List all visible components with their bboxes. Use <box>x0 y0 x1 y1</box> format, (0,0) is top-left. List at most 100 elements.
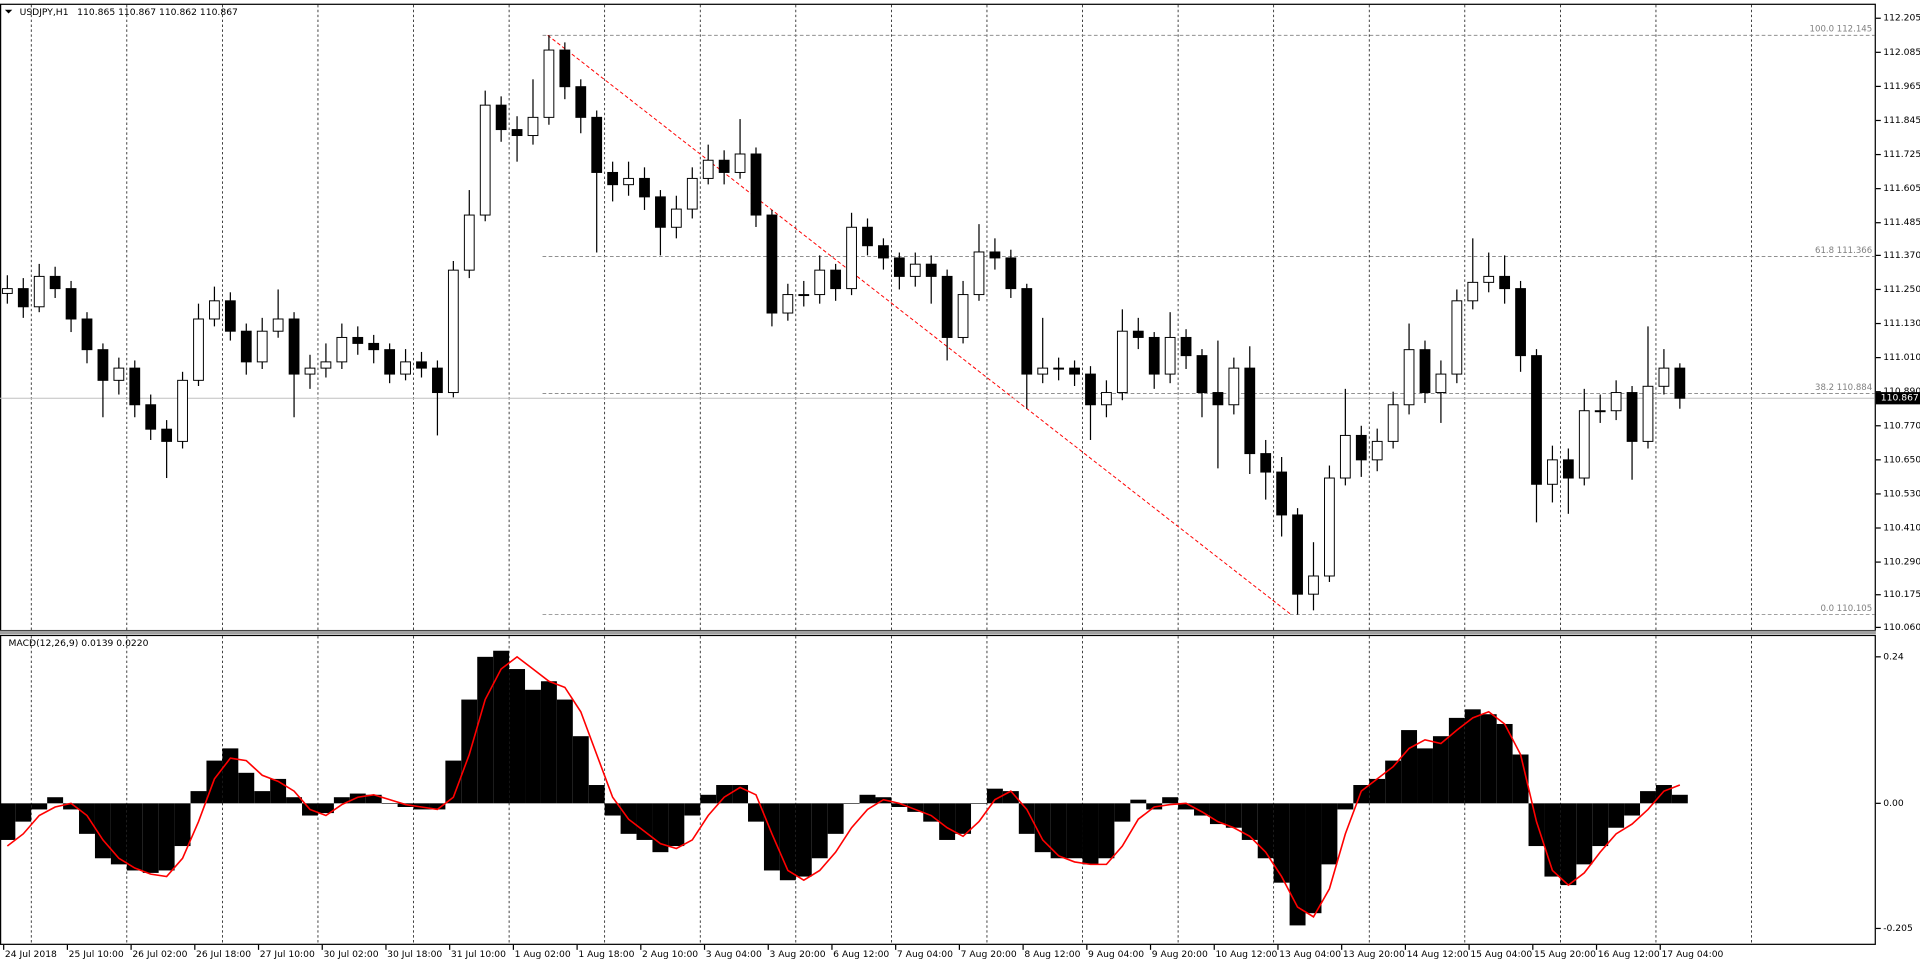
macd-bar <box>827 803 844 834</box>
candle-body <box>1005 257 1017 290</box>
macd-bar <box>222 748 239 804</box>
candle-body <box>734 153 746 173</box>
candle-body <box>862 226 873 247</box>
candle-body <box>846 226 857 290</box>
candle-body <box>1021 288 1033 375</box>
candle-body <box>272 318 284 332</box>
candle-body <box>1403 349 1415 406</box>
candle-body <box>878 245 889 259</box>
y-tick-label: 110.770 <box>1883 420 1920 431</box>
macd-bar <box>588 785 605 804</box>
macd-bar <box>1576 803 1593 865</box>
macd-bar <box>15 803 32 822</box>
x-tick-label: 1 Aug 18:00 <box>578 949 634 960</box>
macd-bar <box>748 803 764 822</box>
macd-bar <box>493 650 510 804</box>
macd-bar <box>1225 803 1242 828</box>
candle-body <box>400 361 411 375</box>
symbol: USDJPY,H1 <box>20 7 69 18</box>
candle-body <box>368 342 380 351</box>
candle-body <box>49 275 61 290</box>
candle-body <box>1467 281 1479 302</box>
x-tick-label: 26 Jul 02:00 <box>132 949 187 960</box>
candle-body <box>1562 459 1574 479</box>
macd-bar <box>1273 803 1290 883</box>
candle-body <box>559 49 571 88</box>
y-tick-label: 112.205 <box>1883 13 1920 24</box>
candle-body <box>17 288 29 308</box>
candle-body <box>1244 367 1256 455</box>
macd-bar <box>1178 803 1195 810</box>
candle-body <box>1339 434 1351 479</box>
macd-bar <box>477 656 494 804</box>
macd-bar <box>1018 803 1035 834</box>
macd-bar <box>540 681 557 804</box>
x-tick-label: 1 Aug 02:00 <box>515 949 571 960</box>
macd-bar <box>79 803 95 834</box>
y-tick-label: 111.010 <box>1883 352 1920 363</box>
candle-body <box>479 104 491 216</box>
candle-body <box>1578 410 1590 479</box>
macd-bar <box>1305 803 1322 914</box>
y-tick-label: 111.725 <box>1883 149 1920 160</box>
macd-bar <box>158 803 175 871</box>
candle-body <box>97 349 109 381</box>
x-tick-label: 27 Jul 10:00 <box>260 949 315 960</box>
candle-body <box>1101 392 1112 406</box>
candle-body <box>1387 404 1399 442</box>
macd-bar <box>1066 803 1083 859</box>
candle-body <box>814 269 826 296</box>
candle-body <box>702 159 714 179</box>
macd-bar <box>1640 791 1656 804</box>
candle-body <box>607 171 619 186</box>
x-tick-label: 26 Jul 18:00 <box>196 949 251 960</box>
macd-bar <box>843 803 860 804</box>
candle-body <box>1610 392 1622 412</box>
x-tick-label: 24 Jul 2018 <box>5 949 57 960</box>
x-tick-label: 7 Aug 04:00 <box>897 949 953 960</box>
macd-bar <box>381 803 398 804</box>
candle-body <box>113 367 125 381</box>
candle-body <box>798 294 810 297</box>
macd-bar <box>1050 803 1067 859</box>
x-tick-label: 25 Jul 10:00 <box>69 949 124 960</box>
macd-bar <box>525 689 541 804</box>
macd-bar <box>939 803 956 840</box>
macd-bar <box>986 788 1003 804</box>
macd-bar <box>429 803 446 810</box>
macd-bar <box>142 803 159 873</box>
candle-body <box>288 318 300 375</box>
candle-body <box>1355 434 1367 461</box>
macd-bar <box>445 760 462 804</box>
candle-body <box>957 294 969 338</box>
candle-body <box>1642 385 1654 442</box>
candle-body <box>591 116 603 173</box>
y-tick-label: 111.485 <box>1883 217 1920 228</box>
macd-bar <box>891 803 908 807</box>
candle-body <box>1037 367 1049 375</box>
macd-bar <box>684 803 701 816</box>
candle-body <box>639 177 650 198</box>
y-tick-label: 110.060 <box>1883 622 1920 633</box>
candle-body <box>256 330 268 363</box>
x-tick-label: 17 Aug 04:00 <box>1661 949 1723 960</box>
candle-body <box>1324 477 1335 577</box>
y-tick-label: 111.845 <box>1883 115 1920 126</box>
menu-arrow[interactable] <box>4 9 13 14</box>
macd-bar <box>556 699 573 804</box>
candle-body <box>909 263 921 277</box>
y-tick-label: 111.370 <box>1883 250 1920 261</box>
candle-body <box>575 86 587 118</box>
candle-body <box>1164 336 1176 375</box>
x-tick-label: 6 Aug 12:00 <box>833 949 889 960</box>
macd-bar <box>668 803 685 847</box>
y-tick-label: -0.205 <box>1883 923 1913 934</box>
candle-body <box>447 269 459 394</box>
candle-body <box>416 361 427 369</box>
candle-body <box>129 367 141 406</box>
macd-bar <box>63 803 80 810</box>
candle-body <box>1116 330 1128 394</box>
fib-label: 100.0 112.145 <box>1810 25 1873 35</box>
y-tick-label: 112.085 <box>1883 47 1920 58</box>
panel-separator <box>0 630 1876 635</box>
